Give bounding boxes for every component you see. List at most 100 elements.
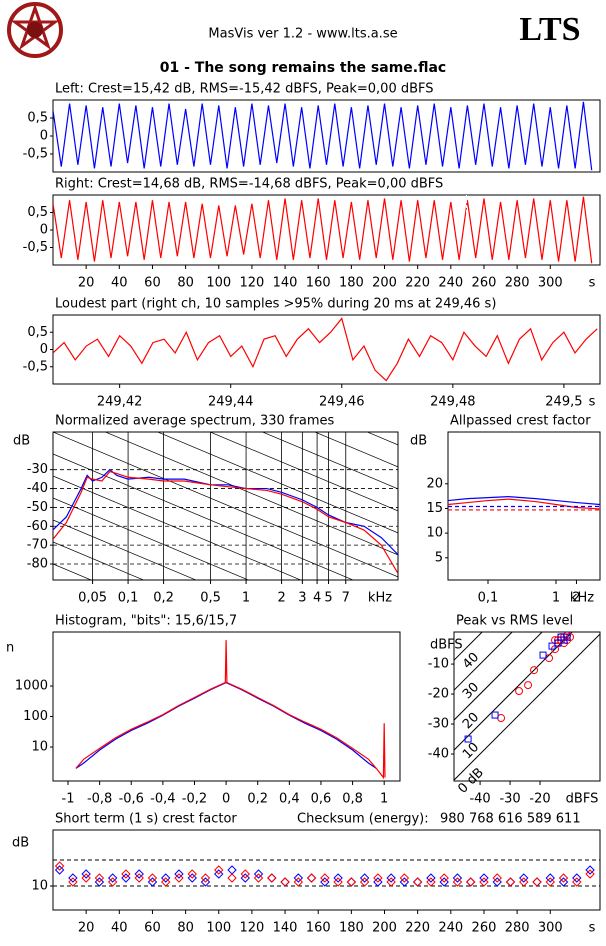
y-tick-label: -30 — [27, 462, 48, 477]
x-tick-label: 200 — [372, 921, 397, 936]
point — [539, 651, 547, 659]
y-tick-label: -60 — [27, 519, 48, 534]
crest-line — [454, 632, 513, 691]
x-tick-label: 3 — [298, 591, 306, 606]
logo — [7, 2, 63, 58]
point — [373, 877, 383, 887]
point — [134, 869, 144, 879]
slope-line — [156, 432, 398, 534]
point — [240, 869, 250, 879]
point — [439, 877, 449, 887]
point — [585, 869, 595, 879]
point — [253, 869, 264, 879]
x-tick-label: 4 — [313, 591, 321, 606]
series-line — [53, 468, 398, 555]
y-tick-label: -30 — [428, 717, 449, 732]
point — [530, 666, 539, 675]
y-tick-label: 15 — [426, 501, 443, 516]
slope-line — [261, 432, 398, 490]
point — [161, 877, 171, 887]
slope-line — [53, 453, 354, 580]
point — [187, 873, 197, 883]
y-axis-label: dB — [12, 836, 29, 851]
panel-title: Short term (1 s) crest factor — [55, 812, 237, 827]
point — [572, 877, 582, 887]
x-tick-label: 1 — [242, 591, 250, 606]
x-tick-label: 0,1 — [478, 591, 499, 606]
point — [200, 877, 211, 887]
x-tick-label: 40 — [111, 921, 128, 936]
point — [515, 687, 524, 696]
x-tick-label: 0,8 — [342, 792, 363, 807]
point — [161, 873, 171, 883]
point — [452, 873, 463, 883]
panel-title: Histogram, "bits": 15,6/15,7 — [55, 614, 237, 629]
y-tick-label: 0 — [40, 129, 48, 144]
plot-area — [53, 195, 593, 265]
panel-title: Normalized average spectrum, 330 frames — [55, 414, 334, 429]
point — [200, 873, 211, 883]
point — [426, 877, 436, 887]
y-axis-label: n — [6, 641, 14, 656]
point — [54, 865, 65, 875]
app-title: MasVis ver 1.2 - www.lts.a.se — [208, 27, 397, 42]
point — [214, 869, 224, 879]
x-tick-label: -20 — [529, 792, 550, 807]
point — [545, 873, 555, 883]
x-tick-label: 240 — [438, 921, 463, 936]
panel-title: Left: Crest=15,42 dB, RMS=-15,42 dBFS, P… — [55, 82, 434, 97]
point — [439, 873, 449, 883]
plot-area — [454, 632, 600, 781]
x-tick-label: 20 — [78, 276, 95, 291]
point — [519, 877, 529, 887]
plot-area — [53, 317, 598, 382]
y-tick-label: 10 — [31, 740, 48, 755]
point — [359, 877, 370, 887]
panel-title: Allpassed crest factor — [450, 414, 591, 429]
x-tick-label: 0,2 — [153, 591, 174, 606]
y-tick-label: -70 — [27, 538, 48, 553]
point — [412, 877, 423, 887]
annotation: Checksum (energy): — [297, 812, 429, 827]
plot-frame — [52, 99, 601, 173]
y-tick-label: 100 — [23, 709, 48, 724]
panel-title: Right: Crest=14,68 dB, RMS=-14,68 dBFS, … — [55, 177, 443, 192]
point — [359, 873, 370, 883]
point — [174, 869, 184, 879]
x-tick-label: 140 — [273, 276, 298, 291]
point — [519, 873, 529, 883]
x-tick-label: 2 — [572, 591, 580, 606]
point — [558, 873, 569, 883]
point — [333, 877, 343, 887]
x-tick-label: 120 — [239, 921, 264, 936]
slope-line — [209, 432, 398, 512]
x-tick-label: 160 — [306, 921, 331, 936]
panel-title: Peak vs RMS level — [456, 614, 573, 629]
point — [505, 877, 516, 887]
point — [452, 877, 463, 887]
series-line — [75, 681, 377, 769]
x-tick-label: 140 — [273, 921, 298, 936]
plot-area — [53, 859, 600, 887]
point — [386, 877, 396, 887]
point — [399, 877, 410, 887]
x-tick-label: 80 — [177, 276, 194, 291]
point — [81, 869, 91, 879]
point — [306, 873, 317, 883]
y-tick-label: -80 — [27, 556, 48, 571]
x-tick-label: 180 — [339, 921, 364, 936]
point — [107, 873, 118, 883]
point — [554, 639, 562, 647]
file-title: 01 - The song remains the same.flac — [160, 60, 446, 76]
panel-title: Loudest part (right ch, 10 samples >95% … — [55, 297, 496, 312]
point — [492, 873, 502, 883]
point — [81, 873, 91, 883]
point — [386, 873, 396, 883]
point — [147, 873, 158, 883]
x-tick-label: 0,6 — [311, 792, 332, 807]
y-tick-label: 0,5 — [27, 325, 48, 340]
x-tick-label: 100 — [206, 276, 231, 291]
x-axis-label: kHz — [368, 591, 392, 606]
